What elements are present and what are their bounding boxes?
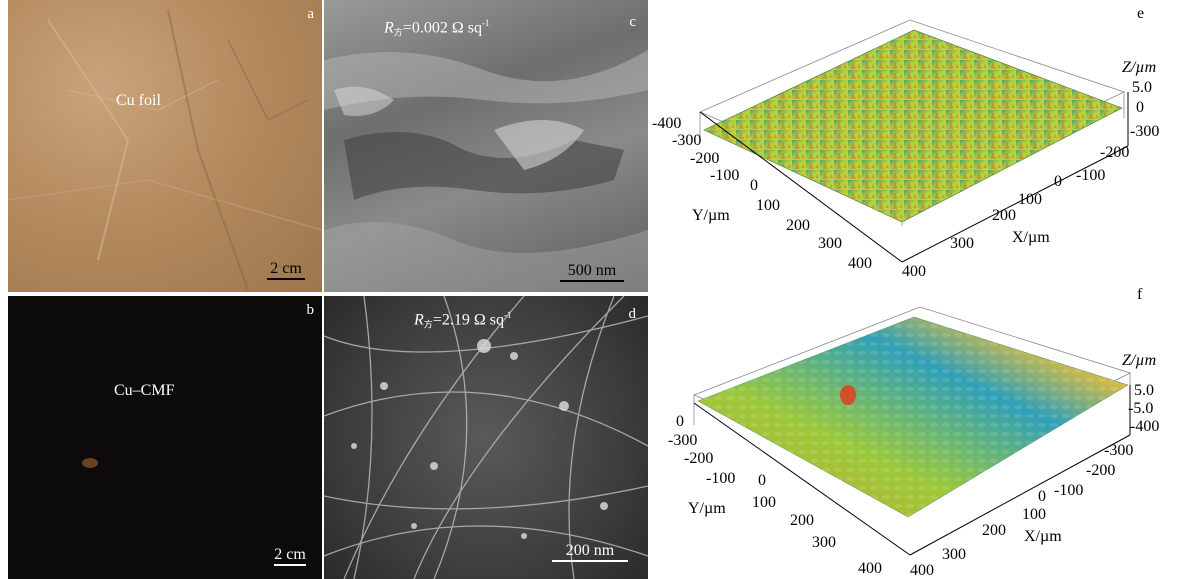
panel-a-cu-foil-photo: a Cu foil 2 cm (8, 0, 322, 292)
r-symbol-d: R (414, 311, 424, 329)
x-label-e: X/µm (1012, 229, 1050, 246)
y-tick-f-5: 100 (752, 494, 776, 511)
axes-e (699, 92, 1129, 263)
y-tick-f-7: 300 (812, 534, 836, 551)
x-label-f: X/µm (1024, 528, 1062, 545)
y-tick-e-0: -400 (652, 115, 681, 132)
panel-d-sem-cu-cmf: R方=2.19 Ω sq-1 d 200 nm (324, 296, 648, 579)
x-tick-e-5: 200 (992, 207, 1016, 224)
x-tick-f-8: 400 (910, 562, 934, 575)
panel-letter-f: f (1137, 286, 1143, 303)
panel-caption-a: Cu foil (116, 92, 161, 109)
bright-spot (82, 458, 98, 468)
surface-peak-f (840, 385, 856, 405)
panel-letter-d: d (628, 306, 637, 322)
y-tick-e-2: -200 (690, 150, 719, 167)
nanofiber-network (324, 296, 648, 579)
x-tick-e-1: -200 (1100, 144, 1129, 161)
z-tick-e-1: 0 (1136, 99, 1144, 116)
scale-label-a: 2 cm (270, 260, 302, 277)
y-tick-f-1: -300 (668, 432, 697, 449)
x-tick-f-1: -300 (1104, 442, 1133, 459)
surface-texture-f (698, 317, 1128, 517)
r-symbol-c: R (384, 19, 394, 37)
x-ticks-f: -400 -300 -200 -100 0 100 200 300 400 (910, 418, 1159, 575)
r-value-c: =0.002 Ω sq (402, 19, 482, 37)
panel-b-cu-cmf-photo: b Cu–CMF 2 cm (8, 296, 322, 579)
y-tick-e-4: 0 (750, 177, 758, 194)
x-ticks-e: -300 -200 -100 0 100 200 300 400 (902, 123, 1159, 280)
x-tick-e-3: 0 (1054, 173, 1062, 190)
scale-label-b: 2 cm (274, 546, 306, 563)
y-tick-f-8: 400 (858, 560, 882, 575)
scale-bar-a: 2 cm (264, 260, 308, 280)
scale-label-c: 500 nm (567, 262, 617, 279)
z-label-f: Z/µm (1122, 352, 1156, 369)
y-tick-f-6: 200 (790, 512, 814, 529)
y-label-e: Y/µm (692, 207, 730, 224)
panel-f-3d-surface: f Z/µm 5.0 -5.0 Y/µm X/µm 0 -300 -200 -1… (668, 286, 1159, 575)
y-label-f: Y/µm (688, 500, 726, 517)
y-ticks-e: -400 -300 -200 -100 0 100 200 300 400 (652, 115, 872, 272)
r-value-d: =2.19 Ω sq (432, 311, 504, 329)
z-tick-e-0: 5.0 (1132, 79, 1152, 96)
y-tick-f-3: -100 (706, 470, 735, 487)
resistance-label-d: R方=2.19 Ω sq-1 (414, 310, 511, 330)
x-tick-f-4: 0 (1038, 488, 1046, 505)
x-tick-f-3: -100 (1054, 482, 1083, 499)
y-tick-e-5: 100 (756, 197, 780, 214)
panel-caption-b: Cu–CMF (114, 382, 175, 399)
r-exp-d: -1 (503, 310, 512, 320)
surface-e (703, 29, 1123, 223)
z-tick-f-0: 5.0 (1134, 382, 1154, 399)
scale-bar-d: 200 nm (550, 542, 630, 562)
x-tick-f-5: 100 (1022, 506, 1046, 523)
resistance-label-c: R方=0.002 Ω sq-1 (384, 18, 489, 38)
y-tick-f-0: 0 (676, 413, 684, 430)
panel-letter-b: b (306, 302, 315, 318)
axes-f (693, 385, 1131, 556)
panel-e-3d-surface: e Z/µm 5.0 0 Y/µm X/µm -400 -300 -200 -1… (652, 5, 1159, 280)
r-sub-c: 方 (393, 27, 403, 38)
r-exp-c: -1 (481, 18, 490, 28)
scale-bar-c: 500 nm (556, 262, 628, 282)
x-tick-e-2: -100 (1076, 167, 1105, 184)
x-tick-e-6: 300 (950, 235, 974, 252)
panel-c-sem-cu-foil: R方=0.002 Ω sq-1 c 500 nm (324, 0, 648, 292)
sem-texture-c (324, 50, 648, 292)
scale-bar-b: 2 cm (270, 546, 310, 566)
x-tick-e-0: -300 (1130, 123, 1159, 140)
y-tick-e-7: 300 (818, 235, 842, 252)
x-tick-e-4: 100 (1018, 191, 1042, 208)
y-tick-e-8: 400 (848, 255, 872, 272)
y-tick-f-4: 0 (758, 472, 766, 489)
foil-wrinkles (8, 9, 322, 291)
y-tick-f-2: -200 (684, 450, 713, 467)
y-tick-e-6: 200 (786, 217, 810, 234)
panel-letter-c: c (629, 14, 636, 30)
r-sub-d: 方 (423, 319, 433, 330)
z-label-e: Z/µm (1122, 59, 1156, 76)
y-tick-e-3: -100 (710, 167, 739, 184)
x-tick-f-6: 200 (982, 522, 1006, 539)
y-ticks-f: 0 -300 -200 -100 0 100 200 300 400 (668, 413, 882, 575)
x-tick-e-7: 400 (902, 263, 926, 280)
panel-letter-e: e (1137, 5, 1144, 22)
panel-letter-a: a (307, 6, 314, 22)
scale-label-d: 200 nm (565, 542, 615, 559)
x-tick-f-2: -200 (1086, 462, 1115, 479)
z-tick-f-1: -5.0 (1128, 400, 1153, 417)
y-tick-e-1: -300 (672, 132, 701, 149)
x-tick-f-7: 300 (942, 546, 966, 563)
x-tick-f-0: -400 (1130, 418, 1159, 435)
